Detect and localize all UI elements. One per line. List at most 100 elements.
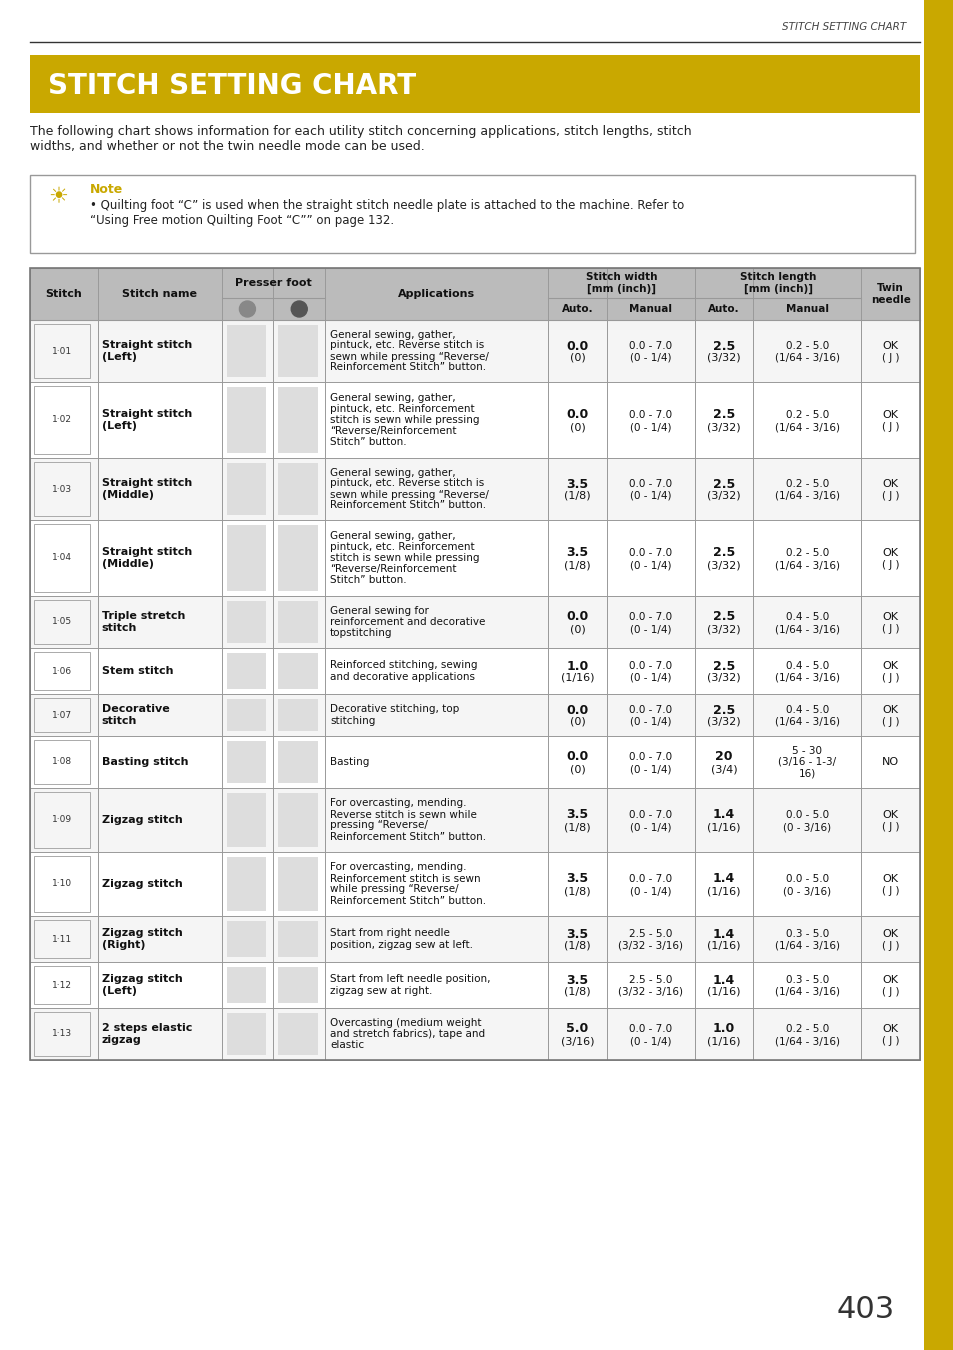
Text: OK: OK [882,662,898,671]
Text: (3/32 - 3/16): (3/32 - 3/16) [618,987,682,998]
Text: 0.2 - 5.0: 0.2 - 5.0 [785,410,828,420]
Text: 0.2 - 5.0: 0.2 - 5.0 [785,342,828,351]
Text: 1.4: 1.4 [712,872,735,886]
Text: Reinforcement Stitch” button.: Reinforcement Stitch” button. [330,363,486,373]
Text: Stitch: Stitch [46,289,82,298]
Bar [30,648,919,694]
Text: 1.4: 1.4 [712,809,735,822]
Text: 2.5: 2.5 [712,660,735,672]
Bar [34,386,90,454]
Bar [278,921,318,957]
Text: zigzag sew at right.: zigzag sew at right. [330,986,432,995]
Bar [34,740,90,784]
Text: (1/64 - 3/16): (1/64 - 3/16) [774,1035,839,1046]
Circle shape [291,301,307,317]
Text: (3/4): (3/4) [710,764,737,774]
Text: (0 - 1/4): (0 - 1/4) [629,764,671,774]
Text: 1·09: 1·09 [51,815,71,825]
Text: position, zigzag sew at left.: position, zigzag sew at left. [330,940,473,949]
Text: Triple stretch: Triple stretch [101,612,185,621]
Bar [226,921,266,957]
Text: 1·11: 1·11 [51,934,71,944]
Text: (0): (0) [569,717,585,728]
Text: ( J ): ( J ) [881,941,899,950]
Text: Stitch” button.: Stitch” button. [330,437,406,447]
Text: and stretch fabrics), tape and: and stretch fabrics), tape and [330,1029,485,1040]
Text: OK: OK [882,342,898,351]
Text: (0 - 1/4): (0 - 1/4) [629,1035,671,1046]
Text: 20: 20 [715,751,732,764]
Text: 2.5: 2.5 [712,478,735,490]
Text: (3/16 - 1-3/: (3/16 - 1-3/ [778,757,836,767]
Text: 0.0 - 7.0: 0.0 - 7.0 [629,342,672,351]
Text: 0.0: 0.0 [566,339,588,352]
Text: 1·12: 1·12 [51,980,71,990]
Text: (0 - 1/4): (0 - 1/4) [629,423,671,432]
Text: 0.0 - 7.0: 0.0 - 7.0 [629,548,672,558]
Text: stitch is sewn while pressing: stitch is sewn while pressing [330,414,479,425]
Text: Stem stitch: Stem stitch [101,666,172,676]
Text: (3/32): (3/32) [706,674,740,683]
Text: (0): (0) [569,764,585,774]
Bar [226,967,266,1003]
Text: Start from left needle position,: Start from left needle position, [330,975,490,984]
Text: Zigzag stitch: Zigzag stitch [101,927,182,938]
Text: (0 - 1/4): (0 - 1/4) [629,560,671,570]
Text: OK: OK [882,975,898,985]
Text: 1.0: 1.0 [566,660,588,672]
Text: Stitch” button.: Stitch” button. [330,575,406,585]
Text: (3/32): (3/32) [706,491,740,501]
Text: stitching: stitching [330,716,375,725]
Bar [30,382,919,458]
Text: 3.5: 3.5 [566,547,588,559]
Text: 0.4 - 5.0: 0.4 - 5.0 [785,705,828,716]
Text: (3/32): (3/32) [706,560,740,570]
Text: STITCH SETTING CHART: STITCH SETTING CHART [48,72,416,100]
Text: 1·13: 1·13 [51,1030,71,1038]
Text: Reinforcement stitch is sewn: Reinforcement stitch is sewn [330,873,480,883]
Text: 1·05: 1·05 [51,617,71,626]
Text: Decorative stitching, top: Decorative stitching, top [330,705,459,714]
Text: (1/16): (1/16) [706,987,740,998]
Bar [30,917,919,963]
Text: General sewing, gather,: General sewing, gather, [330,467,456,478]
Text: For overcasting, mending.: For overcasting, mending. [330,863,466,872]
Text: (3/32 - 3/16): (3/32 - 3/16) [618,941,682,950]
Text: (1/8): (1/8) [563,941,590,950]
Text: (1/64 - 3/16): (1/64 - 3/16) [774,717,839,728]
Text: ( J ): ( J ) [881,717,899,728]
Text: (1/16): (1/16) [560,674,594,683]
Text: OK: OK [882,810,898,819]
Bar [226,387,266,454]
Bar [30,458,919,520]
Text: General sewing, gather,: General sewing, gather, [330,329,456,339]
Bar [923,0,953,1350]
Bar [34,599,90,644]
Text: (3/32): (3/32) [706,352,740,363]
Bar [226,525,266,591]
Text: OK: OK [882,929,898,940]
Text: pressing “Reverse/: pressing “Reverse/ [330,821,428,830]
Text: while pressing “Reverse/: while pressing “Reverse/ [330,884,458,895]
Text: Applications: Applications [397,289,475,298]
Text: STITCH SETTING CHART: STITCH SETTING CHART [781,22,905,32]
Bar [226,699,266,730]
Bar [226,741,266,783]
Text: 0.0: 0.0 [566,409,588,421]
Text: Presser foot: Presser foot [234,278,312,288]
Bar [30,269,919,320]
Text: 3.5: 3.5 [566,872,588,886]
Text: OK: OK [882,479,898,489]
Text: Reinforcement Stitch” button.: Reinforcement Stitch” button. [330,895,486,906]
Bar [30,176,914,252]
Text: 0.0 - 7.0: 0.0 - 7.0 [629,612,672,622]
Text: (1/64 - 3/16): (1/64 - 3/16) [774,674,839,683]
Bar [30,269,919,1060]
Text: 403: 403 [836,1296,894,1324]
Bar [30,852,919,917]
Text: (Left): (Left) [101,421,136,431]
Text: 1·04: 1·04 [51,554,71,563]
Text: (0 - 1/4): (0 - 1/4) [629,352,671,363]
Text: 0.2 - 5.0: 0.2 - 5.0 [785,479,828,489]
Text: zigzag: zigzag [101,1035,141,1045]
